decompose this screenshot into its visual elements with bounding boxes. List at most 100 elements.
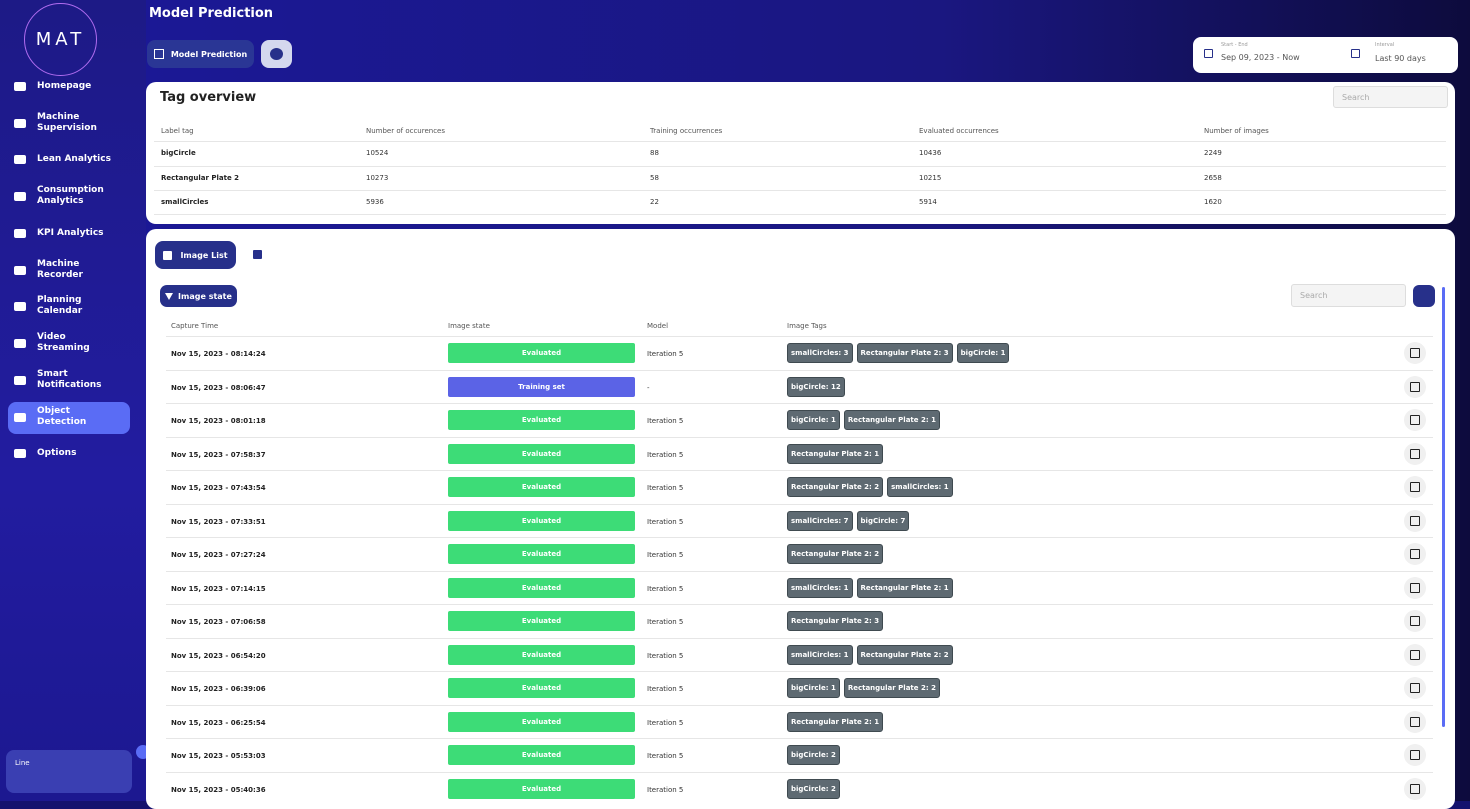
image-tag: smallCircles: 1	[787, 577, 853, 598]
capture-time: Nov 15, 2023 - 07:43:54	[171, 484, 266, 492]
nav-item[interactable]: Options	[14, 441, 134, 465]
model: Iteration 5	[647, 417, 684, 425]
open-button[interactable]	[1404, 576, 1426, 599]
table-cell: 2658	[1204, 173, 1222, 182]
open-button[interactable]	[1404, 442, 1426, 465]
image-tag: smallCircles: 3	[787, 343, 853, 363]
open-button[interactable]	[1404, 677, 1426, 699]
table-cell: bigCircle	[161, 149, 196, 157]
open-icon	[1410, 649, 1420, 660]
model-prediction-tab[interactable]: Model Prediction	[147, 40, 254, 68]
interval-value: Last 90 days	[1375, 54, 1426, 63]
open-button[interactable]	[1404, 643, 1426, 666]
line-box[interactable]: Line	[6, 750, 132, 793]
image-search[interactable]: Search	[1291, 284, 1406, 307]
model: Iteration 5	[647, 450, 684, 459]
column-header[interactable]: Model	[647, 322, 669, 330]
nav-item[interactable]: Smart Notifications	[14, 368, 134, 392]
nav-item[interactable]: Machine Recorder	[14, 258, 134, 282]
image-tag: bigCircle: 1	[787, 678, 840, 698]
open-button[interactable]	[1404, 543, 1426, 565]
image-state-badge: Evaluated	[448, 611, 635, 631]
model: Iteration 5	[647, 618, 684, 626]
nav-item[interactable]: Lean Analytics	[14, 147, 134, 171]
brain-tab[interactable]	[261, 40, 292, 68]
nav-label: Homepage	[37, 80, 92, 91]
image-tags: Rectangular Plate 2: 2 smallCircles: 1	[787, 477, 957, 497]
download-button[interactable]	[1413, 285, 1435, 307]
nav-icon	[14, 448, 26, 458]
open-button[interactable]	[1404, 342, 1426, 364]
open-icon	[1410, 515, 1420, 526]
model: Iteration 5	[647, 517, 684, 526]
open-icon	[1410, 448, 1420, 459]
open-button[interactable]	[1404, 375, 1426, 398]
open-button[interactable]	[1404, 476, 1426, 498]
table-cell: 10436	[919, 149, 942, 157]
image-list-tab[interactable]: Image List	[155, 241, 236, 269]
tag-search[interactable]: Search	[1333, 86, 1448, 108]
open-button[interactable]	[1404, 409, 1426, 431]
column-header[interactable]: Training occurrences	[650, 127, 723, 135]
row-divider	[166, 604, 1433, 605]
row-divider	[154, 141, 1446, 142]
image-tag: Rectangular Plate 2: 2	[787, 477, 884, 497]
nav-item[interactable]: KPI Analytics	[14, 221, 134, 245]
scrollbar	[1442, 287, 1445, 727]
open-button[interactable]	[1404, 777, 1426, 800]
image-tag: bigCircle: 2	[787, 745, 840, 765]
nav-label: Object Detection	[37, 406, 87, 427]
search-placeholder: Search	[1342, 92, 1370, 102]
capture-time: Nov 15, 2023 - 06:25:54	[171, 718, 266, 727]
column-header[interactable]: Capture Time	[171, 322, 219, 330]
column-header[interactable]: Image Tags	[787, 322, 827, 330]
image-tag: smallCircles: 1	[887, 477, 953, 497]
date-picker[interactable]: Start - End Sep 09, 2023 - Now Interval …	[1193, 37, 1458, 73]
nav-icon	[14, 338, 26, 348]
chart-tab[interactable]	[253, 250, 262, 259]
image-tag: Rectangular Plate 2: 2	[843, 678, 940, 698]
column-header[interactable]: Label tag	[161, 127, 194, 135]
capture-time: Nov 15, 2023 - 07:33:51	[171, 517, 266, 526]
image-tag: Rectangular Plate 2: 3	[856, 343, 953, 363]
open-button[interactable]	[1404, 610, 1426, 632]
table-cell: 22	[650, 198, 659, 206]
sidebar: MAT Line Homepage Machine Supervision Lean…	[0, 0, 150, 801]
nav-item[interactable]: Homepage	[14, 74, 134, 98]
nav-icon	[14, 81, 26, 91]
column-header[interactable]: Image state	[448, 322, 490, 330]
nav-item[interactable]: Machine Supervision	[14, 111, 134, 135]
open-button[interactable]	[1404, 710, 1426, 733]
nav-item[interactable]: Planning Calendar	[14, 294, 134, 318]
model: Iteration 5	[647, 350, 684, 358]
model: Iteration 5	[647, 551, 684, 559]
image-state-badge: Evaluated	[448, 711, 635, 732]
column-header[interactable]: Evaluated occurrences	[919, 127, 999, 135]
open-icon	[1410, 616, 1420, 626]
row-divider	[166, 637, 1433, 639]
nav-item[interactable]: Object Detection	[14, 405, 134, 429]
column-header[interactable]: Number of occurences	[366, 127, 446, 135]
capture-time: Nov 15, 2023 - 07:14:15	[171, 584, 266, 593]
model: Iteration 5	[647, 785, 684, 794]
image-state-badge: Evaluated	[448, 678, 635, 698]
image-tag: Rectangular Plate 2: 1	[856, 577, 953, 598]
open-button[interactable]	[1404, 509, 1426, 532]
row-divider	[166, 403, 1433, 404]
column-header[interactable]: Number of images	[1204, 127, 1269, 135]
image-tags: smallCircles: 1 Rectangular Plate 2: 2	[787, 644, 957, 665]
nav-item[interactable]: Consumption Analytics	[14, 184, 134, 208]
image-tags: bigCircle: 2	[787, 745, 844, 765]
table-cell: 10215	[919, 173, 942, 182]
row-divider	[166, 369, 1433, 371]
image-state-badge: Evaluated	[448, 443, 635, 464]
open-icon	[1410, 381, 1420, 392]
open-button[interactable]	[1404, 744, 1426, 766]
image-tags: Rectangular Plate 2: 1	[787, 711, 887, 732]
image-state-badge: Evaluated	[448, 745, 635, 765]
logo[interactable]: MAT	[24, 3, 97, 76]
image-tag: Rectangular Plate 2: 3	[787, 611, 884, 631]
nav-item[interactable]: Video Streaming	[14, 331, 134, 355]
image-state-filter[interactable]: Image state	[160, 285, 237, 307]
row-divider	[166, 537, 1433, 538]
